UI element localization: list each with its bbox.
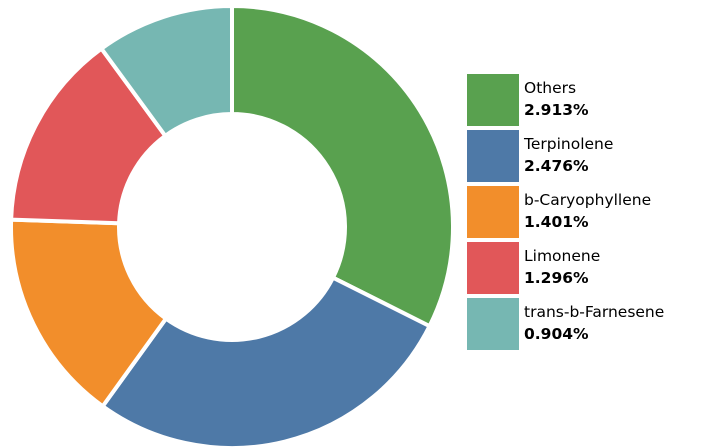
- legend-label: trans-b-Farnesene: [524, 303, 665, 321]
- legend-value: 1.401%: [524, 213, 589, 231]
- legend-value: 2.913%: [524, 101, 589, 119]
- slice-limonene: [9, 46, 168, 226]
- legend-item-limonene: Limonene 1.296%: [467, 242, 664, 298]
- legend-value: 2.476%: [524, 157, 589, 175]
- legend-value: 0.904%: [524, 325, 589, 343]
- donut-slices: [9, 4, 455, 448]
- slice-others: [230, 4, 455, 329]
- legend-swatch: [467, 298, 519, 350]
- legend-label: Others: [524, 79, 577, 97]
- legend-item-b-caryophyllene: b-Caryophyllene 1.401%: [467, 186, 664, 242]
- legend-item-trans-b-farnesene: trans-b-Farnesene 0.904%: [467, 298, 664, 354]
- legend-label: Terpinolene: [524, 135, 614, 153]
- slice-terpinolene: [100, 275, 432, 448]
- legend-value: 1.296%: [524, 269, 589, 287]
- slice-b-caryophyllene: [9, 217, 168, 409]
- legend-label: b-Caryophyllene: [524, 191, 652, 209]
- slice-trans-b-farnesene: [99, 4, 234, 138]
- legend-item-others: Others 2.913%: [467, 74, 664, 130]
- legend-swatch: [467, 242, 519, 294]
- legend-item-terpinolene: Terpinolene 2.476%: [467, 130, 664, 186]
- legend-swatch: [467, 186, 519, 238]
- donut-chart: [9, 4, 455, 448]
- legend-label: Limonene: [524, 247, 601, 265]
- legend: Others 2.913% Terpinolene 2.476% b-Caryo…: [467, 74, 664, 354]
- legend-swatch: [467, 74, 519, 126]
- legend-swatch: [467, 130, 519, 182]
